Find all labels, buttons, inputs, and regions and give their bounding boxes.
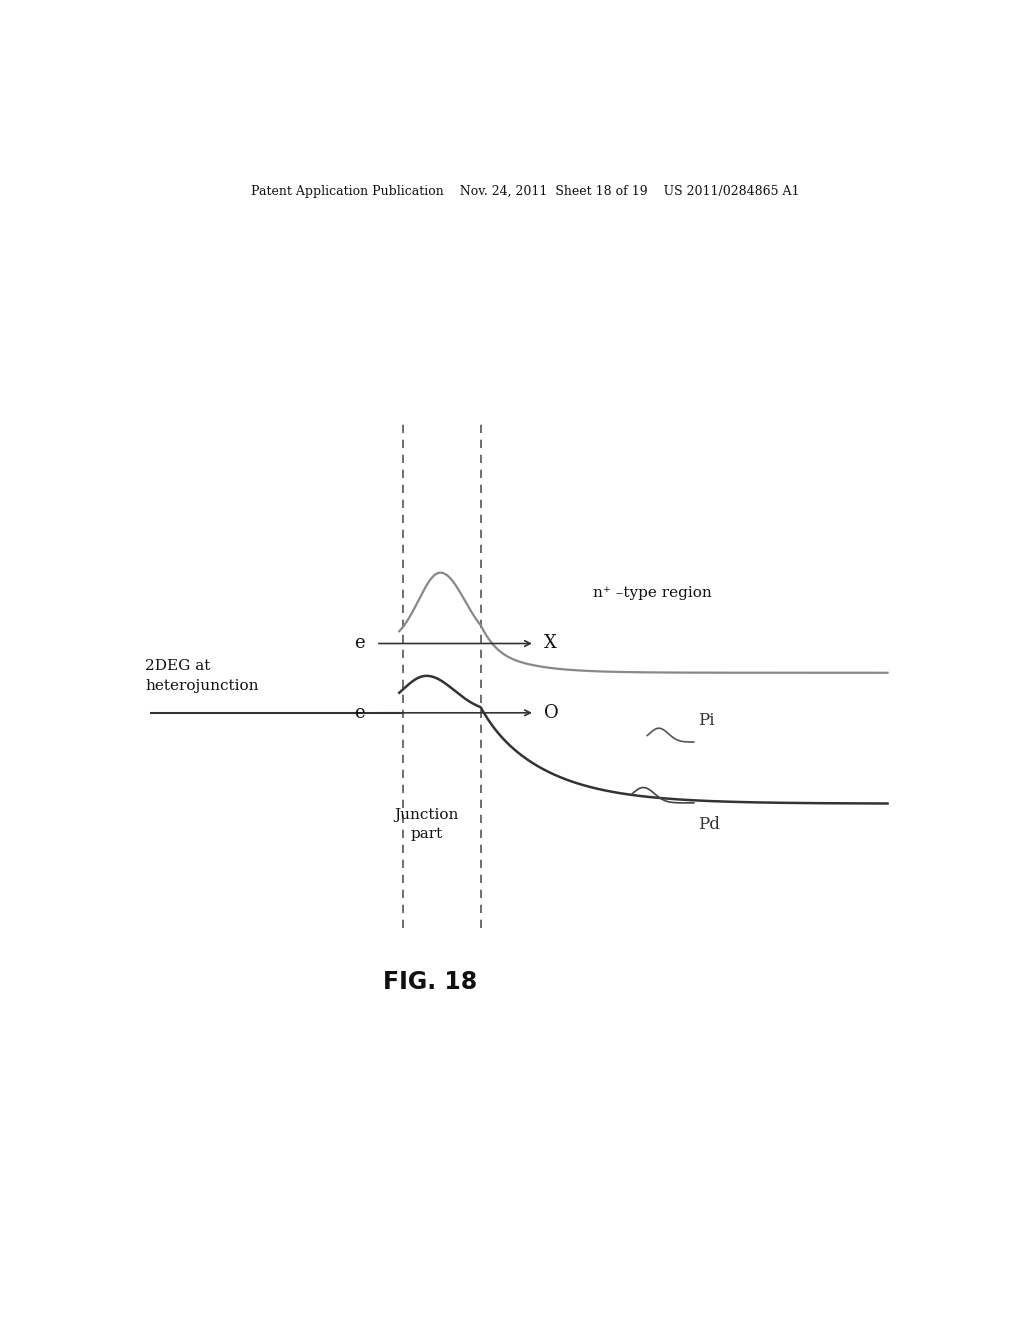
Text: X: X: [544, 635, 557, 652]
Text: e: e: [353, 635, 365, 652]
Text: Pi: Pi: [697, 711, 714, 729]
Text: 2DEG at
heterojunction: 2DEG at heterojunction: [145, 659, 258, 693]
Text: FIG. 18: FIG. 18: [383, 970, 477, 994]
Text: n⁺ –type region: n⁺ –type region: [593, 586, 712, 601]
Text: Patent Application Publication    Nov. 24, 2011  Sheet 18 of 19    US 2011/02848: Patent Application Publication Nov. 24, …: [251, 185, 799, 198]
Text: Pd: Pd: [697, 816, 720, 833]
Text: O: O: [544, 704, 559, 722]
Text: Junction
part: Junction part: [394, 808, 459, 841]
Text: e: e: [353, 704, 365, 722]
